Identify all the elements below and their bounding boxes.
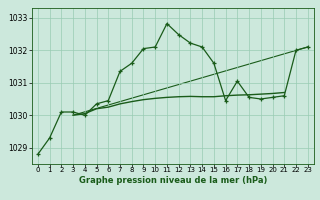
X-axis label: Graphe pression niveau de la mer (hPa): Graphe pression niveau de la mer (hPa) [79,176,267,185]
